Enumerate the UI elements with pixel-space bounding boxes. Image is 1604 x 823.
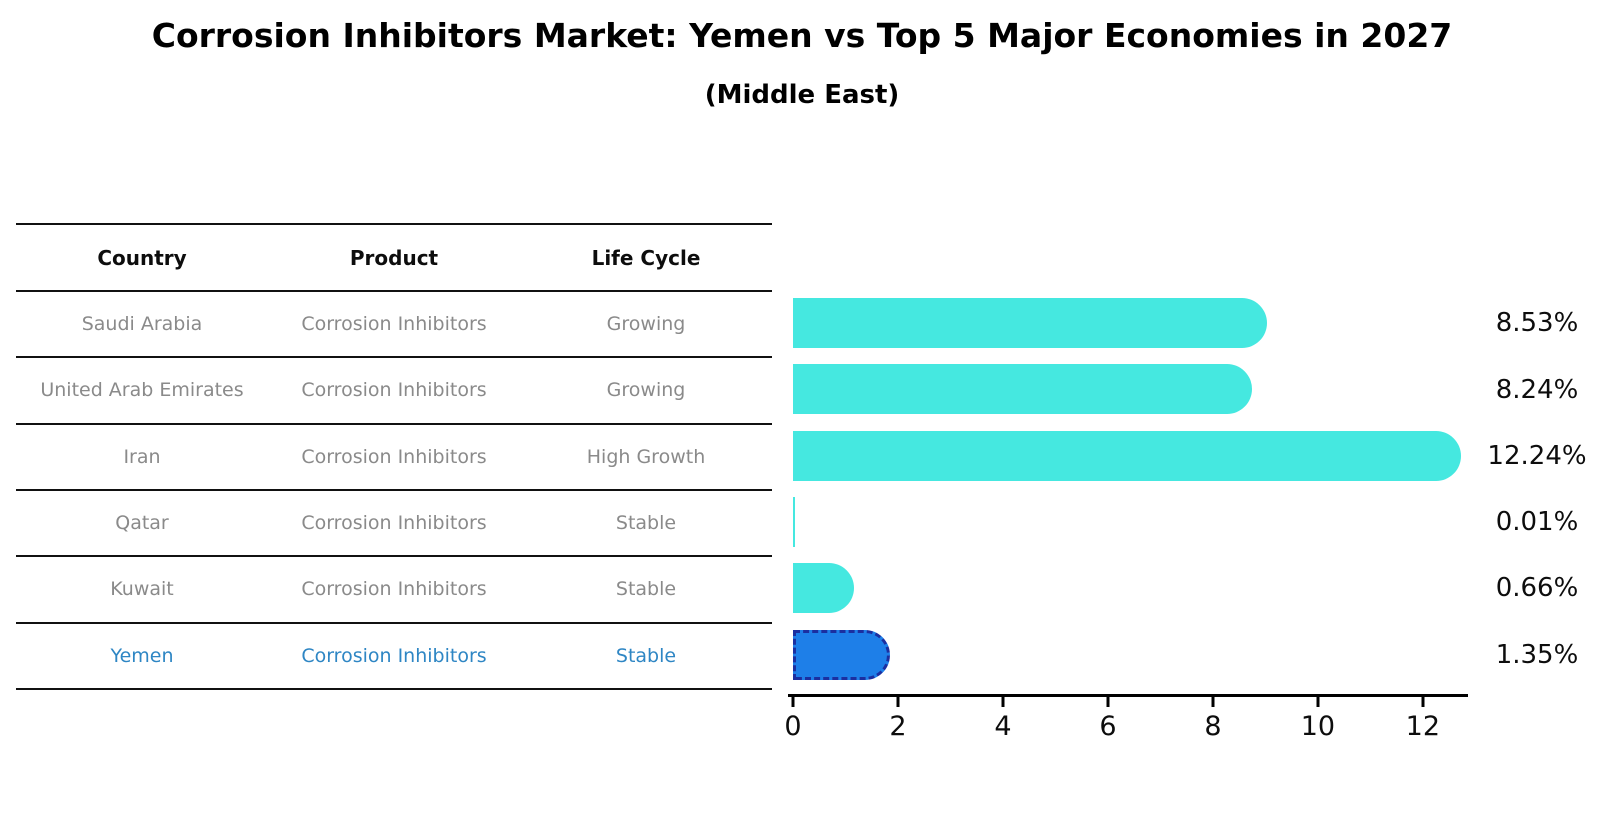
- x-axis-tick-label-8: 8: [1204, 711, 1222, 742]
- cell-country: Qatar: [115, 512, 169, 535]
- x-axis-tick-12: [1421, 697, 1425, 707]
- cell-product: Corrosion Inhibitors: [301, 578, 487, 601]
- table-row-qatar: Qatar Corrosion Inhibitors Stable: [16, 491, 772, 558]
- x-axis-tick-4: [1001, 697, 1005, 707]
- bar-row-yemen: [793, 622, 1468, 688]
- table-row-saudi-arabia: Saudi Arabia Corrosion Inhibitors Growing: [16, 292, 772, 359]
- cell-life-cycle: Stable: [615, 512, 677, 535]
- cell-product: Corrosion Inhibitors: [301, 445, 487, 468]
- x-axis-tick-10: [1316, 697, 1320, 707]
- bar-row-saudi-arabia: [793, 290, 1468, 356]
- bar-saudi-arabia: [793, 298, 1267, 349]
- x-axis-tick-label-0: 0: [784, 711, 802, 742]
- table-row-united-arab-emirates: United Arab Emirates Corrosion Inhibitors…: [16, 358, 772, 425]
- bar-row-qatar: [793, 489, 1468, 555]
- cell-product: Corrosion Inhibitors: [301, 512, 487, 535]
- cell-product: Corrosion Inhibitors: [301, 379, 487, 402]
- chart-subtitle: (Middle East): [704, 80, 900, 110]
- cell-life-cycle: Growing: [606, 313, 686, 336]
- column-header-country: Country: [97, 245, 187, 270]
- value-label-iran: 12.24%: [1487, 440, 1587, 471]
- cell-country: Yemen: [110, 644, 174, 667]
- column-header-life-cycle: Life Cycle: [591, 245, 701, 270]
- cell-country: Iran: [123, 445, 161, 468]
- country-table: Country Product Life Cycle Saudi Arabia C…: [16, 223, 772, 690]
- x-axis-tick-0: [791, 697, 795, 707]
- x-axis-tick-label-10: 10: [1300, 711, 1336, 742]
- x-axis-tick-label-2: 2: [889, 711, 907, 742]
- bar-yemen: [793, 629, 890, 680]
- table-body: Saudi Arabia Corrosion Inhibitors Growing U…: [16, 292, 772, 690]
- x-axis: 0 2 4 6 8 10 12: [784, 694, 1468, 747]
- x-axis-tick-label-12: 12: [1405, 711, 1441, 742]
- value-label-yemen: 1.35%: [1495, 639, 1579, 670]
- value-label-saudi-arabia: 8.53%: [1495, 308, 1579, 339]
- cell-country: Kuwait: [110, 578, 174, 601]
- cell-product: Corrosion Inhibitors: [301, 313, 487, 336]
- bar-qatar: [793, 497, 795, 548]
- bar-row-kuwait: [793, 555, 1468, 621]
- value-label-qatar: 0.01%: [1495, 507, 1579, 538]
- cell-life-cycle: High Growth: [586, 445, 706, 468]
- x-axis-tick-2: [896, 697, 900, 707]
- cell-country: Saudi Arabia: [81, 313, 203, 336]
- bar-chart-plot-area: [793, 290, 1468, 688]
- cell-life-cycle: Stable: [615, 578, 677, 601]
- x-axis-tick-label-4: 4: [994, 711, 1012, 742]
- value-label-united-arab-emirates: 8.24%: [1495, 374, 1579, 405]
- bar-row-iran: [793, 423, 1468, 489]
- value-label-kuwait: 0.66%: [1495, 573, 1579, 604]
- x-axis-tick-label-6: 6: [1099, 711, 1117, 742]
- bar-row-united-arab-emirates: [793, 356, 1468, 422]
- cell-country: United Arab Emirates: [40, 379, 244, 402]
- column-header-product: Product: [349, 245, 439, 270]
- bar-iran: [793, 430, 1462, 481]
- x-axis-tick-8: [1211, 697, 1215, 707]
- table-row-kuwait: Kuwait Corrosion Inhibitors Stable: [16, 557, 772, 624]
- table-row-iran: Iran Corrosion Inhibitors High Growth: [16, 425, 772, 491]
- bar-united-arab-emirates: [793, 364, 1252, 415]
- cell-life-cycle: Stable: [615, 644, 677, 667]
- table-header-row: Country Product Life Cycle: [16, 223, 772, 292]
- table-row-yemen: Yemen Corrosion Inhibitors Stable: [16, 624, 772, 690]
- x-axis-tick-6: [1106, 697, 1110, 707]
- value-label-column: 8.53% 8.24% 12.24% 0.01% 0.66% 1.35%: [1470, 290, 1604, 688]
- bar-kuwait: [793, 563, 854, 614]
- chart-title: Corrosion Inhibitors Market: Yemen vs To…: [151, 16, 1453, 55]
- cell-life-cycle: Growing: [606, 379, 686, 402]
- cell-product: Corrosion Inhibitors: [301, 644, 487, 667]
